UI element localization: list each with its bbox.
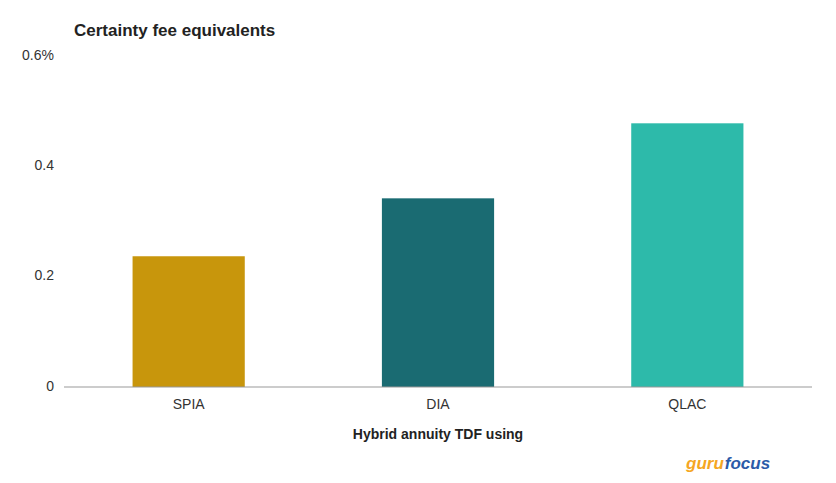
bar — [382, 198, 494, 387]
annotation: guru — [685, 454, 724, 473]
annotation: focus — [725, 454, 770, 473]
bar — [133, 256, 245, 387]
bar — [631, 123, 743, 387]
x-axis-line — [64, 387, 812, 388]
chart: 0 0.2 0.4 0.6% SPIA DIA QLAC Hybrid annuity TDF… — [0, 0, 836, 483]
y-tick-label: 0.2 — [35, 267, 55, 283]
x-tick-label: SPIA — [173, 396, 206, 412]
bars — [133, 123, 744, 387]
y-tick-label: 0 — [46, 378, 54, 394]
x-tick-label: QLAC — [668, 396, 706, 412]
y-tick-label: 0.4 — [35, 157, 55, 173]
x-tick-label: DIA — [426, 396, 450, 412]
x-axis-label: Hybrid annuity TDF using — [353, 426, 523, 442]
chart-container: 0 0.2 0.4 0.6% SPIA DIA QLAC Hybrid annuity TDF… — [0, 0, 836, 483]
y-tick-label: 0.6% — [22, 47, 54, 63]
title: Certainty fee equivalents — [74, 21, 275, 40]
